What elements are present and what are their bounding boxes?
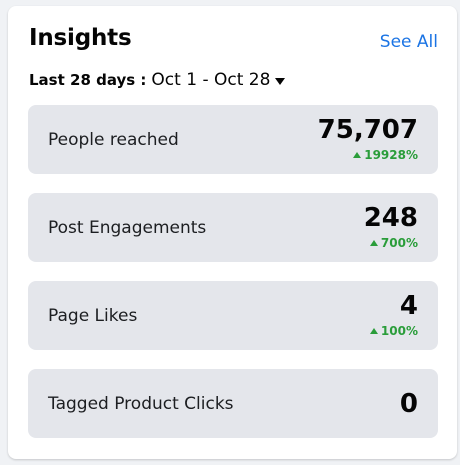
metric-page-likes[interactable]: Page Likes 4 100% — [28, 281, 438, 350]
metric-change-value: 700% — [380, 236, 418, 250]
metric-label: People reached — [48, 129, 179, 150]
metric-people-reached[interactable]: People reached 75,707 19928% — [28, 105, 438, 174]
date-range-label: Last 28 days : — [29, 71, 147, 89]
arrow-up-icon — [369, 240, 378, 246]
metric-value: 75,707 — [317, 115, 418, 145]
metric-label: Tagged Product Clicks — [48, 393, 234, 414]
arrow-up-icon — [353, 152, 362, 158]
metric-value: 0 — [399, 388, 418, 419]
metric-label: Page Likes — [48, 305, 138, 326]
card-title: Insights — [29, 25, 132, 51]
metric-change: 19928% — [353, 148, 418, 162]
date-range-selector[interactable]: Last 28 days : Oct 1 - Oct 28 — [29, 70, 286, 90]
metric-post-engagements[interactable]: Post Engagements 248 700% — [28, 193, 438, 262]
metric-tagged-product-clicks[interactable]: Tagged Product Clicks 0 — [28, 369, 438, 438]
arrow-up-icon — [369, 328, 378, 334]
metric-change-value: 100% — [380, 324, 418, 338]
metric-change-value: 19928% — [364, 148, 418, 162]
metric-change: 100% — [369, 324, 418, 338]
see-all-link[interactable]: See All — [379, 32, 438, 52]
metric-value: 4 — [399, 291, 418, 321]
date-range-value: Oct 1 - Oct 28 — [151, 70, 271, 90]
insights-card: Insights See All Last 28 days : Oct 1 - … — [8, 6, 457, 459]
metric-label: Post Engagements — [48, 217, 207, 238]
metric-change: 700% — [369, 236, 418, 250]
caret-down-icon — [275, 78, 286, 85]
metric-value: 248 — [363, 203, 418, 233]
